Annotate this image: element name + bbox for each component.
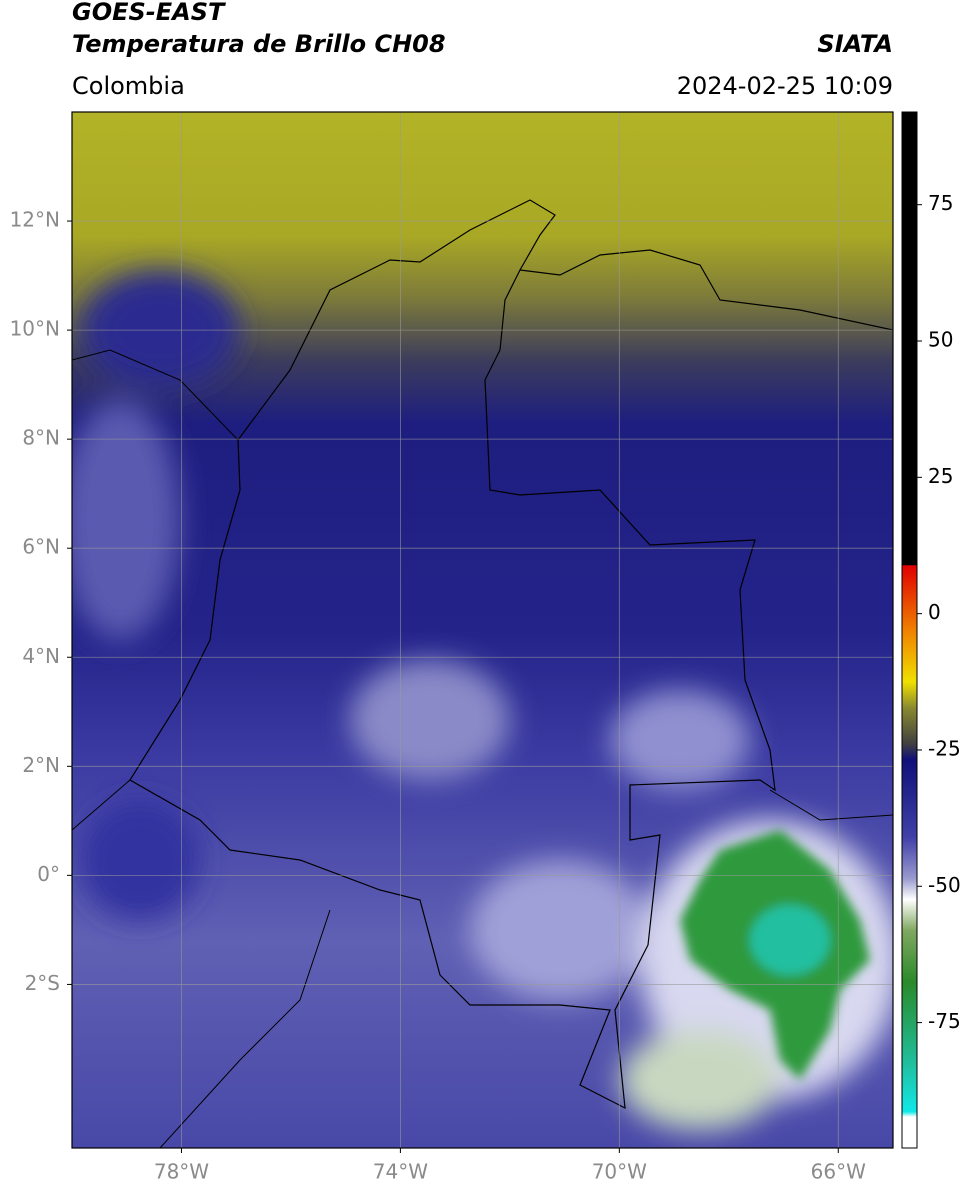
title: GOES-EAST — [72, 0, 226, 26]
colorbar-axis: 75 50 25 0 -25 -50 -75 — [917, 191, 961, 1033]
colorbar — [901, 111, 918, 1149]
colorbar-tick-label: 75 — [928, 191, 953, 215]
colorbar-tick-label: -50 — [928, 873, 961, 897]
region: Colombia — [72, 72, 185, 100]
colorbar-tick-label: 0 — [928, 600, 941, 624]
venezuela-coast — [519, 249, 893, 331]
map-axes: 78°W 74°W 70°W 66°W 12°N 10°N 8°N 6°N 4°N 2°N 0° 2°… — [10, 208, 867, 1184]
subtitle: Temperatura de Brillo CH08 — [72, 30, 446, 58]
source: SIATA — [817, 30, 893, 58]
y-tick-label: 12°N — [10, 208, 60, 232]
y-tick-label: 2°S — [25, 971, 60, 995]
panama-coast — [72, 349, 239, 441]
x-tick-label: 78°W — [154, 1160, 209, 1184]
y-tick-label: 4°N — [22, 644, 60, 668]
datetime: 2024-02-25 10:09 — [677, 72, 893, 100]
y-tick-label: 6°N — [22, 535, 60, 559]
colombia-border — [129, 199, 776, 1110]
neighbor-borders — [72, 779, 893, 1148]
x-tick-label: 70°W — [592, 1160, 647, 1184]
y-tick-label: 2°N — [22, 753, 60, 777]
y-tick-label: 8°N — [22, 426, 60, 450]
colorbar-tick-label: -25 — [928, 736, 961, 760]
imagery — [72, 112, 893, 1148]
colorbar-tick-label: 50 — [928, 328, 953, 352]
colorbar-tick-label: -75 — [928, 1009, 961, 1033]
x-tick-label: 74°W — [373, 1160, 428, 1184]
y-tick-label: 0° — [37, 862, 60, 886]
y-tick-label: 10°N — [10, 317, 60, 341]
map-frame — [71, 111, 894, 1149]
graticule — [72, 112, 893, 1148]
colorbar-tick-label: 25 — [928, 464, 953, 488]
cold-cloud-top — [680, 830, 870, 1080]
x-tick-label: 66°W — [811, 1160, 866, 1184]
